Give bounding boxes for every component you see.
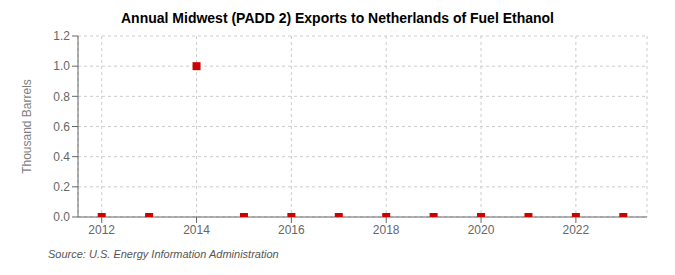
html-text:Source: U.S. Energy Informatio: Source: U.S. Energy Information Administ… (48, 248, 279, 260)
svg-text:2020: 2020 (468, 223, 495, 237)
svg-text:0.4: 0.4 (53, 150, 70, 164)
svg-text:0.2: 0.2 (53, 180, 70, 194)
svg-text:0.8: 0.8 (53, 90, 70, 104)
svg-text:0.6: 0.6 (53, 120, 70, 134)
svg-text:Thousand Barrels: Thousand Barrels (20, 79, 34, 174)
svg-text:1.2: 1.2 (53, 29, 70, 43)
svg-text:1.0: 1.0 (53, 59, 70, 73)
svg-text:2012: 2012 (88, 223, 115, 237)
svg-text:2018: 2018 (373, 223, 400, 237)
svg-text:2014: 2014 (183, 223, 210, 237)
svg-text:0.0: 0.0 (53, 210, 70, 224)
svg-text:2016: 2016 (278, 223, 305, 237)
html-text:Annual Midwest (PADD 2) Export: Annual Midwest (PADD 2) Exports to Nethe… (121, 10, 554, 26)
svg-text:2022: 2022 (563, 223, 590, 237)
